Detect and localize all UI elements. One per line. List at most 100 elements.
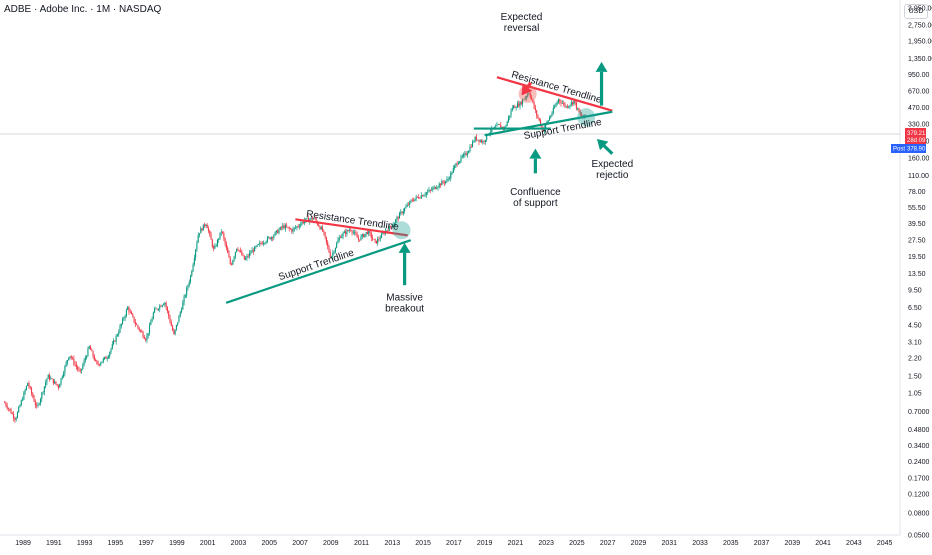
candle-body xyxy=(70,356,72,358)
candle-body xyxy=(389,226,392,227)
y-tick-label: 0.4800 xyxy=(908,427,930,434)
candle-body xyxy=(50,378,52,380)
x-tick-label: 2039 xyxy=(785,540,801,547)
candle-body xyxy=(410,200,412,202)
candle-body xyxy=(69,356,71,358)
candle-body xyxy=(480,140,483,143)
candle-body xyxy=(233,256,235,261)
candle-body xyxy=(391,226,393,228)
candle-body xyxy=(280,227,283,228)
candle-body xyxy=(538,117,540,121)
candle-body xyxy=(370,233,372,238)
candle-body xyxy=(23,392,25,400)
candle-body xyxy=(491,128,493,132)
candle-body xyxy=(318,224,320,227)
candle-body xyxy=(360,236,362,241)
callout-massive-breakout: Massive xyxy=(386,292,423,303)
candle-body xyxy=(557,99,560,103)
candle-body xyxy=(255,246,257,248)
candle-body xyxy=(182,302,184,310)
y-tick-label: 330.00 xyxy=(908,122,930,129)
candle-body xyxy=(355,232,357,235)
candle-body xyxy=(259,242,261,245)
candle-body xyxy=(42,392,44,393)
candle-body xyxy=(22,399,24,401)
candle-body xyxy=(130,311,133,315)
candle-body xyxy=(559,99,561,102)
candle-body xyxy=(116,334,118,336)
candle-body xyxy=(138,327,140,331)
candle-body xyxy=(161,305,163,307)
x-tick-label: 2035 xyxy=(723,540,739,547)
candle-body xyxy=(68,357,70,361)
candle-body xyxy=(554,106,556,108)
price-axis[interactable]: 3,950.00 2,750.00 1,950.00 1,350.00 950.00 67… xyxy=(908,6,932,540)
candle-body xyxy=(548,117,551,121)
time-axis[interactable]: 1989 1991 1993 1995 1997 1999 2001 2003 2005 2007… xyxy=(15,540,892,547)
candle-body xyxy=(172,326,174,331)
candle-body xyxy=(319,226,321,230)
candle-body xyxy=(215,245,217,247)
candle-body xyxy=(291,229,293,232)
candle-body xyxy=(320,227,322,230)
candle-body xyxy=(482,141,484,143)
callout-confluence: of support xyxy=(513,198,558,209)
candle-body xyxy=(25,385,27,390)
candle-body xyxy=(186,287,188,296)
candle-body xyxy=(532,99,534,103)
last-price-tag xyxy=(905,128,926,144)
candle-body xyxy=(513,106,515,109)
candle-body xyxy=(36,405,38,406)
x-tick-label: 2013 xyxy=(385,540,401,547)
candle-body xyxy=(448,178,451,180)
candle-body xyxy=(243,255,245,260)
candle-body xyxy=(313,218,315,220)
candle-body xyxy=(269,237,271,240)
candle-body xyxy=(555,104,557,107)
x-tick-label: 2009 xyxy=(323,540,339,547)
candle-body xyxy=(163,304,165,306)
annotation-arrow-head xyxy=(595,61,608,72)
candle-body xyxy=(107,356,110,359)
x-tick-label: 2023 xyxy=(538,540,554,547)
candle-body xyxy=(373,239,375,240)
candle-body xyxy=(364,233,366,237)
y-tick-label: 9.50 xyxy=(908,287,922,294)
candle-body xyxy=(569,105,571,107)
candle-body xyxy=(534,107,536,111)
candle-body xyxy=(387,230,389,232)
candle-body xyxy=(196,242,198,250)
annotation-arrow-head xyxy=(596,138,609,151)
y-tick-label: 1.05 xyxy=(908,390,922,397)
candle-body xyxy=(392,225,394,228)
candle-body xyxy=(477,139,479,141)
candle-body xyxy=(380,233,383,238)
candle-body xyxy=(425,192,427,195)
candle-body xyxy=(464,153,466,155)
post-market-price-tag xyxy=(905,144,926,153)
candle-body xyxy=(439,183,442,186)
candle-body xyxy=(211,239,213,247)
candle-body xyxy=(393,223,395,226)
candle-body xyxy=(572,102,574,105)
candle-body xyxy=(498,124,501,125)
currency-button[interactable]: USD xyxy=(904,4,928,19)
symbol-title[interactable]: ADBE · Adobe Inc. · 1M · NASDAQ xyxy=(4,4,162,15)
candle-body xyxy=(200,228,202,234)
candle-body xyxy=(539,120,542,126)
candle-body xyxy=(511,108,513,111)
candle-body xyxy=(178,315,180,323)
candle-body xyxy=(530,96,533,100)
candle-body xyxy=(551,112,553,116)
candle-body xyxy=(213,246,215,249)
x-tick-label: 2029 xyxy=(631,540,647,547)
candle-body xyxy=(219,232,221,239)
candle-body xyxy=(293,227,295,229)
candle-body xyxy=(54,381,56,384)
candle-body xyxy=(250,252,252,254)
candle-body xyxy=(30,388,33,394)
candle-body xyxy=(324,232,326,237)
candle-body xyxy=(459,161,461,164)
